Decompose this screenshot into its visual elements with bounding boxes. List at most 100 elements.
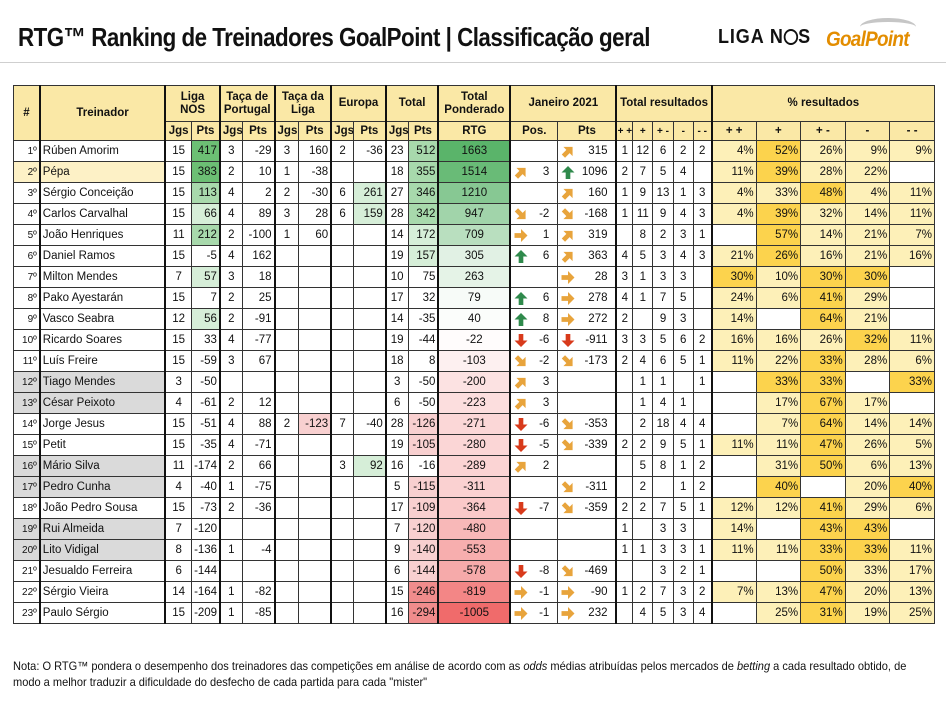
rtg-cell: 263: [437, 266, 512, 288]
liga-pts-cell: -164: [191, 581, 221, 603]
liga-jgs-cell: 8: [164, 539, 193, 561]
result-count-cell: 7: [652, 581, 674, 603]
table-row: 3º Sérgio Conceição 15 113 4 2 2 -30 6 261 27 346 12…: [12, 182, 935, 204]
result-count-cell: 1: [692, 371, 713, 393]
tot-pts-cell: -115: [407, 476, 440, 498]
jan-pts-value: -311: [585, 481, 608, 493]
tl-pts-cell: [298, 560, 333, 582]
jan-pts-cell: -168: [557, 203, 618, 225]
arrow-se-icon: [562, 439, 573, 451]
footnote-odds: odds: [523, 659, 548, 673]
header-divider: [0, 62, 946, 63]
jan-pos-cell: [509, 140, 559, 162]
jan-pts-cell: 160: [557, 182, 618, 204]
tp-jgs-cell: 2: [219, 497, 243, 519]
result-count-cell: 2: [632, 434, 654, 456]
jan-pos-cell: -2: [509, 350, 559, 372]
tot-jgs-cell: 7: [385, 518, 409, 540]
result-count-cell: 12: [632, 140, 654, 162]
eu-jgs-cell: [330, 224, 354, 246]
liga-jgs-cell: 15: [164, 329, 193, 351]
result-count-cell: 2: [692, 140, 713, 162]
arrow-ne-icon: [515, 398, 526, 410]
jan-pos-cell: 3: [509, 392, 559, 414]
liga-pts-cell: -40: [191, 476, 221, 498]
col-header-treinador: Treinador: [39, 85, 167, 141]
result-pct-cell: 26%: [755, 245, 802, 267]
jan-pos-cell: [509, 182, 559, 204]
jan-pts-cell: -911: [557, 329, 618, 351]
table-row: 14º Jorge Jesus 15 -51 4 88 2 -123 7 -40 28 -126 -27…: [12, 413, 935, 435]
rank-cell: 9º: [12, 308, 41, 330]
tp-jgs-cell: 1: [219, 539, 243, 561]
tp-pts-cell: 2: [241, 182, 276, 204]
liga-pts-cell: -136: [191, 539, 221, 561]
result-pct-cell: 29%: [844, 287, 891, 309]
arrow-down-icon: [514, 334, 528, 347]
arrow-right-icon: [561, 607, 575, 620]
result-pct-cell: 21%: [844, 308, 891, 330]
result-count-cell: 1: [615, 539, 634, 561]
arrow-se-icon: [562, 502, 573, 514]
tp-pts-cell: 88: [241, 413, 276, 435]
rank-cell: 8º: [12, 287, 41, 309]
result-count-cell: 5: [672, 434, 694, 456]
result-count-cell: 5: [652, 329, 674, 351]
table-row: 12º Tiago Mendes 3 -50 3 -50 -200 3 1 1 1 33% 33% 33%: [12, 371, 935, 393]
eu-jgs-cell: [330, 539, 354, 561]
tl-pts-cell: -123: [298, 413, 333, 435]
coach-name: Ricardo Soares: [39, 329, 167, 351]
coach-name: Sérgio Vieira: [39, 581, 167, 603]
jan-pts-value: 272: [588, 313, 608, 325]
rtg-cell: -22: [437, 329, 512, 351]
goalpoint-logo-text: GoalPoint: [826, 28, 909, 51]
arrow-right-icon: [514, 607, 528, 620]
jan-pos-value: -6: [539, 334, 550, 346]
tp-pts-cell: -82: [241, 581, 276, 603]
coach-name: Jorge Jesus: [39, 413, 167, 435]
rank-cell: 23º: [12, 602, 41, 624]
tp-pts-cell: -4: [241, 539, 276, 561]
tl-jgs-cell: [274, 497, 300, 519]
result-count-cell: 1: [692, 497, 713, 519]
result-pct-cell: 47%: [800, 434, 846, 456]
arrow-down-icon: [514, 565, 528, 578]
subheader-eu-pts: Pts: [352, 121, 387, 141]
liga-pts-cell: -35: [191, 434, 221, 456]
table-row: 5º João Henriques 11 212 2 -100 1 60 14 172 709 1 31…: [12, 224, 935, 246]
jan-pos-value: -1: [539, 586, 550, 598]
result-pct-cell: 33%: [800, 539, 846, 561]
subheader-tl-pts: Pts: [298, 121, 333, 141]
tp-jgs-cell: 4: [219, 182, 243, 204]
result-pct-cell: 11%: [889, 329, 935, 351]
tp-jgs-cell: 2: [219, 224, 243, 246]
tot-jgs-cell: 16: [385, 455, 409, 477]
result-pct-cell: 16%: [889, 245, 935, 267]
liga-pts-cell: 33: [191, 329, 221, 351]
liga-pts-cell: 66: [191, 203, 221, 225]
result-pct-cell: 17%: [844, 392, 891, 414]
tot-pts-cell: -120: [407, 518, 440, 540]
result-pct-cell: 14%: [889, 413, 935, 435]
result-count-cell: [692, 266, 713, 288]
liga-pts-cell: 417: [191, 140, 221, 162]
result-pct-cell: [711, 371, 757, 393]
tp-pts-cell: -29: [241, 140, 276, 162]
liga-pts-cell: -5: [191, 245, 221, 267]
jan-pos-value: 1: [542, 229, 550, 241]
result-count-cell: [692, 161, 713, 183]
result-pct-cell: 21%: [844, 245, 891, 267]
result-pct-cell: [889, 308, 935, 330]
result-pct-cell: 6%: [889, 497, 935, 519]
jan-pts-value: 28: [594, 271, 608, 283]
result-pct-cell: 9%: [844, 140, 891, 162]
result-pct-cell: 6%: [889, 350, 935, 372]
subheader-pct-4: - -: [889, 121, 935, 141]
rtg-cell: 709: [437, 224, 512, 246]
result-pct-cell: 33%: [844, 560, 891, 582]
jan-pts-cell: -359: [557, 497, 618, 519]
tl-jgs-cell: [274, 245, 300, 267]
subheader-res-2: + -: [652, 121, 674, 141]
tl-pts-cell: [298, 476, 333, 498]
result-count-cell: 2: [632, 476, 654, 498]
